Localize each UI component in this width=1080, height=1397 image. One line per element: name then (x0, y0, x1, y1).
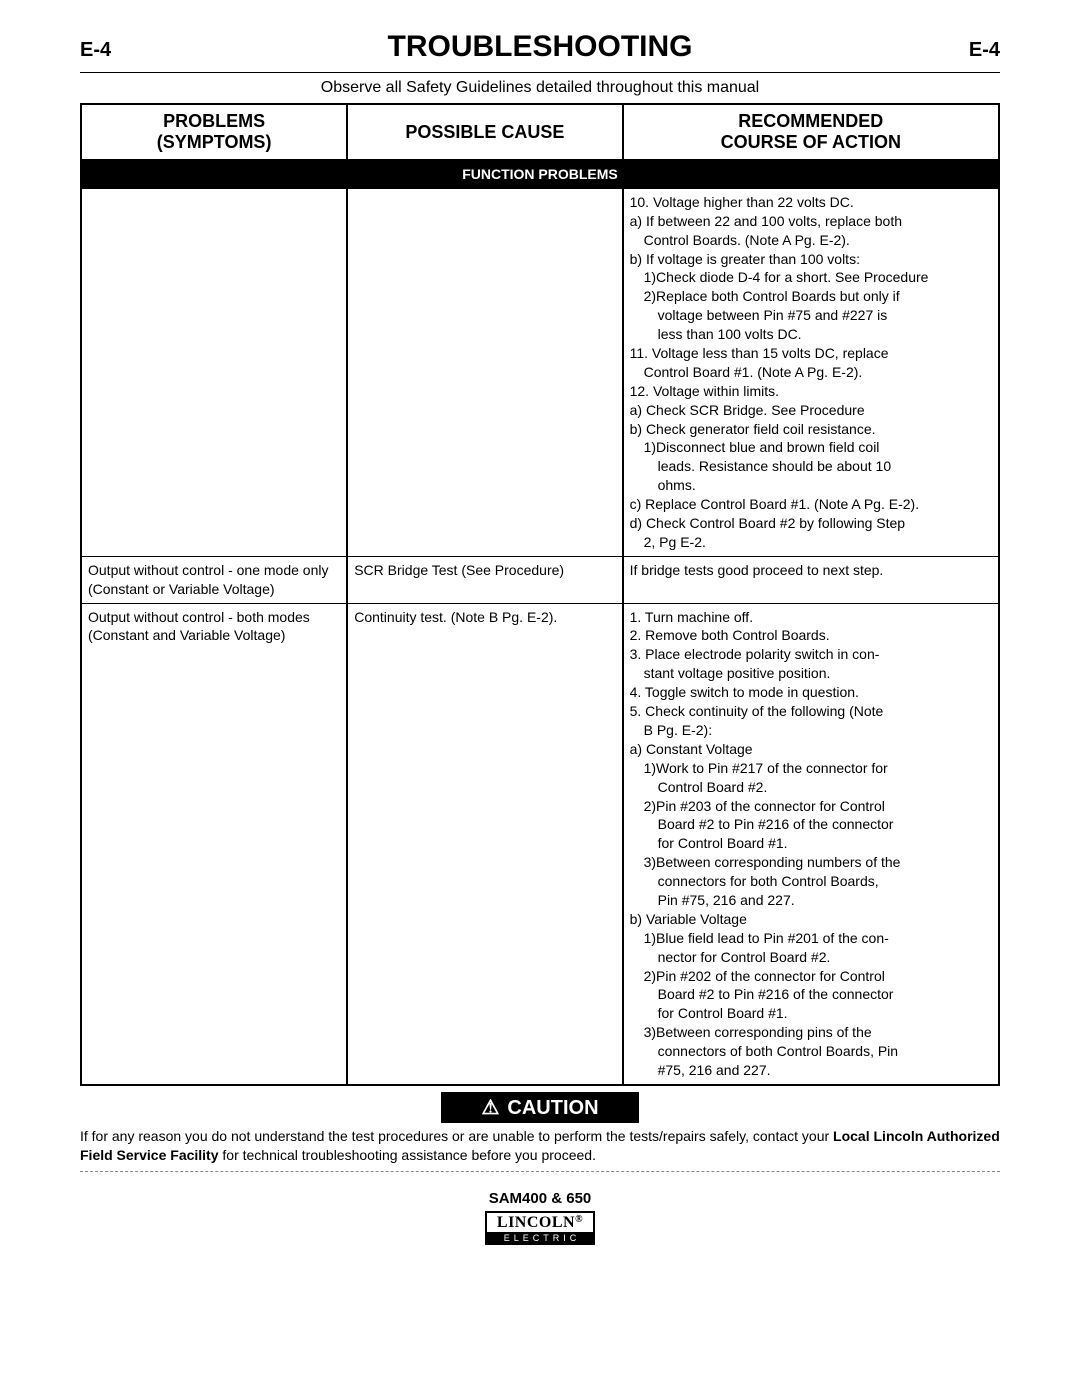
cell-cause: Continuity test. (Note B Pg. E-2). (347, 603, 622, 1085)
header-rule (80, 72, 1000, 73)
cell-cause: SCR Bridge Test (See Procedure) (347, 556, 622, 603)
table-row: Output without control - one mode only (… (81, 556, 999, 603)
page-number-left: E-4 (80, 39, 111, 62)
section-bar: FUNCTION PROBLEMS (81, 160, 999, 188)
page-header: E-4 TROUBLESHOOTING E-4 (80, 30, 1000, 64)
cell-action: 10. Voltage higher than 22 volts DC.a) I… (623, 188, 999, 556)
caution-block: ⚠ CAUTION (80, 1092, 1000, 1123)
safety-note: Observe all Safety Guidelines detailed t… (80, 79, 1000, 97)
footer-model: SAM400 & 650 (80, 1190, 1000, 1207)
lincoln-logo: LINCOLN® ELECTRIC (485, 1211, 595, 1245)
page-footer: SAM400 & 650 LINCOLN® ELECTRIC (80, 1190, 1000, 1246)
table-row: 10. Voltage higher than 22 volts DC.a) I… (81, 188, 999, 556)
cell-action: If bridge tests good proceed to next ste… (623, 556, 999, 603)
troubleshooting-table: PROBLEMS (SYMPTOMS) POSSIBLE CAUSE RECOM… (80, 103, 1000, 1086)
cell-problem (81, 188, 347, 556)
col-header-problems: PROBLEMS (SYMPTOMS) (81, 104, 347, 160)
caution-label: CAUTION (507, 1097, 598, 1119)
cell-cause (347, 188, 622, 556)
col-header-action: RECOMMENDED COURSE OF ACTION (623, 104, 999, 160)
cell-action: 1. Turn machine off.2. Remove both Contr… (623, 603, 999, 1085)
page-title: TROUBLESHOOTING (111, 30, 969, 64)
caution-text: If for any reason you do not understand … (80, 1127, 1000, 1172)
col-header-cause: POSSIBLE CAUSE (347, 104, 622, 160)
cell-problem: Output without control - both modes (Con… (81, 603, 347, 1085)
warning-icon: ⚠ (481, 1097, 499, 1119)
caution-bar: ⚠ CAUTION (441, 1092, 638, 1123)
table-row: Output without control - both modes (Con… (81, 603, 999, 1085)
page-number-right: E-4 (969, 39, 1000, 62)
cell-problem: Output without control - one mode only (… (81, 556, 347, 603)
